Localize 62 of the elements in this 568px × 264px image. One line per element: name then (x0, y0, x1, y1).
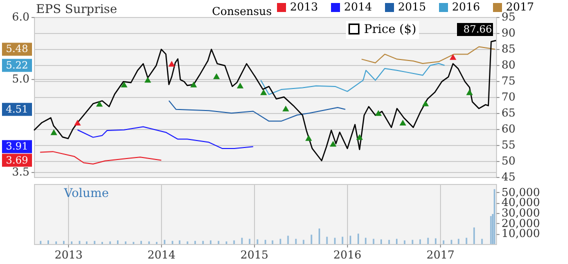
point (144, 76, 152, 83)
line-series (33, 40, 497, 162)
point (282, 106, 290, 112)
legend-label: 2015 (398, 0, 426, 14)
line-series (40, 151, 162, 164)
line-series (77, 126, 254, 149)
point (190, 82, 197, 88)
point (213, 73, 220, 80)
text: 5.48 (6, 44, 28, 56)
y-tick-label: 50,000 (502, 186, 540, 199)
point (168, 60, 176, 67)
text: 3.69 (6, 155, 28, 166)
point (305, 135, 312, 141)
text: 3.91 (6, 142, 28, 153)
data-label: 87.66 (463, 24, 492, 36)
y2-tick-label: 80 (502, 58, 516, 72)
x-tick-label: 2016 (333, 248, 362, 262)
text: 5.22 (6, 60, 28, 72)
point (50, 129, 58, 136)
y2-tick-label: 45 (502, 170, 516, 184)
y2-tick-label: 75 (502, 74, 516, 88)
point (422, 100, 429, 106)
x-tick-label: 2014 (148, 248, 176, 262)
y-tick-label: 5.0 (12, 72, 30, 86)
text: EPS Surprise (36, 2, 118, 16)
y-tick-label: 3.5 (12, 166, 30, 179)
legend-label: 2013 (290, 0, 318, 14)
legend-label: Price ($) (364, 22, 416, 36)
annotation: Volume (63, 186, 109, 200)
point (96, 100, 103, 107)
legend-label: 2014 (344, 0, 372, 14)
legend-label: 2017 (506, 0, 534, 14)
y2-tick-label: 55 (502, 138, 516, 152)
point (450, 54, 456, 60)
legend-title: Consensus (212, 5, 272, 18)
y2-tick-label: 50 (502, 154, 516, 168)
point (236, 82, 244, 88)
y-tick-label: 10,000 (502, 227, 540, 240)
y-tick-label: 6.0 (12, 10, 30, 24)
point (260, 89, 267, 96)
legend-label: 2016 (452, 0, 480, 14)
point (330, 140, 336, 147)
point (74, 120, 81, 126)
line-series (361, 46, 496, 64)
y-tick-label: 20,000 (502, 216, 540, 230)
point (466, 89, 473, 96)
x-tick-label: 2017 (426, 248, 454, 262)
line-series (260, 63, 446, 96)
point (399, 120, 406, 126)
y2-tick-label: 90 (502, 26, 516, 40)
y2-tick-label: 65 (502, 106, 516, 120)
x-tick-label: 2015 (240, 248, 268, 262)
y2-tick-label: 70 (502, 90, 516, 104)
text: 4.51 (6, 104, 28, 116)
y2-tick-label: 95 (502, 10, 516, 24)
y2-tick-label: 60 (502, 122, 516, 136)
line-series (168, 100, 346, 122)
point (356, 134, 363, 140)
point (375, 110, 382, 116)
y2-tick-label: 85 (502, 42, 516, 56)
x-tick-label: 2013 (54, 248, 83, 262)
point (120, 82, 128, 88)
